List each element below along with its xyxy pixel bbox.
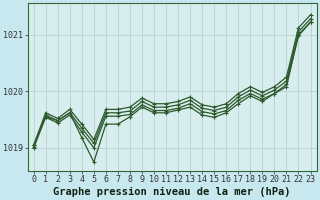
X-axis label: Graphe pression niveau de la mer (hPa): Graphe pression niveau de la mer (hPa) [53, 186, 291, 197]
